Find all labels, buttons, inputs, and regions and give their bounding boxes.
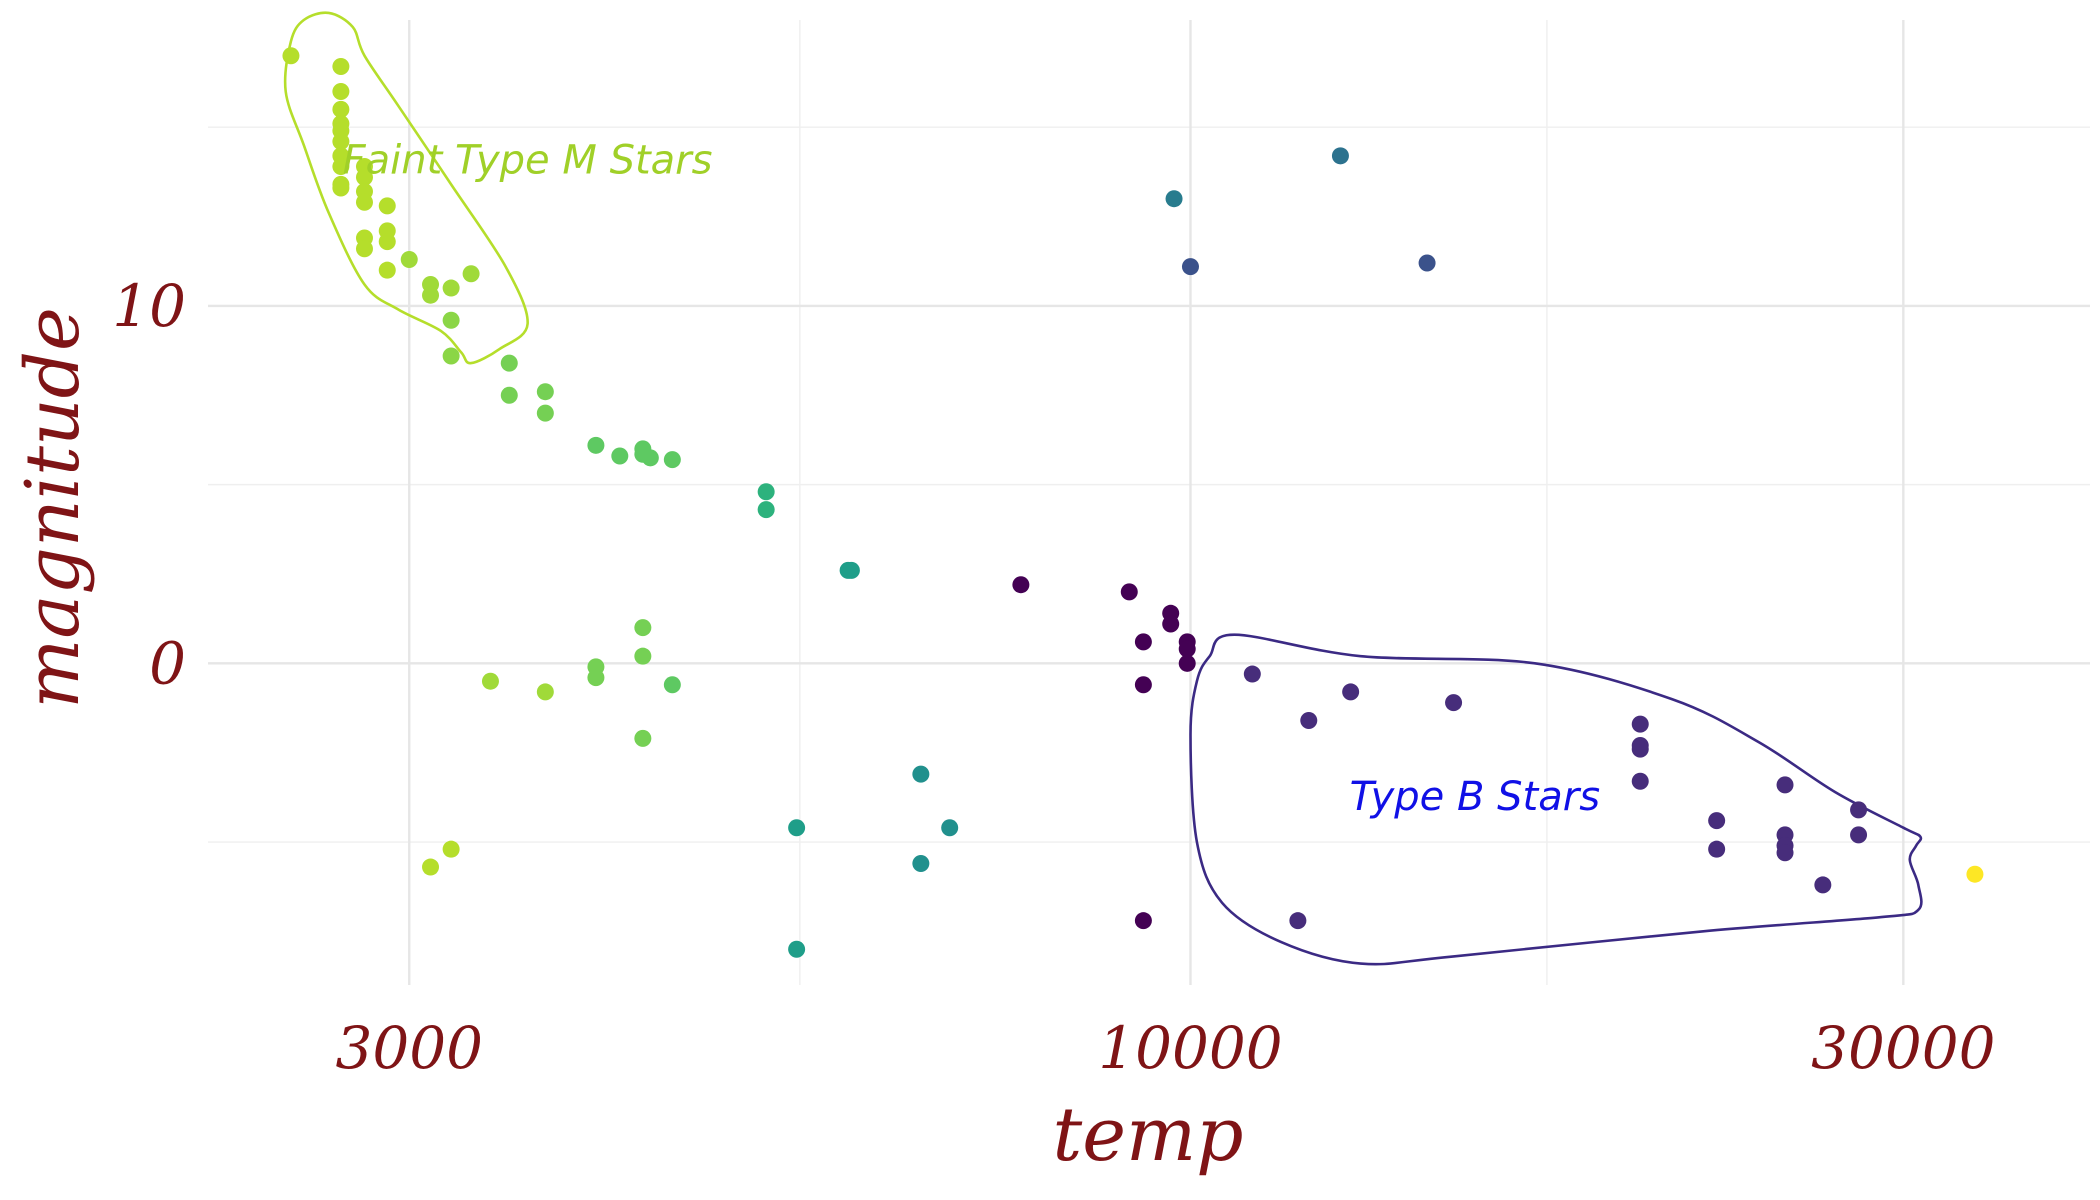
data-point — [332, 133, 350, 151]
data-point — [587, 436, 605, 454]
annotation-outlines — [283, 11, 1923, 966]
data-point — [1776, 776, 1794, 794]
data-point — [641, 449, 659, 467]
data-point — [282, 47, 300, 65]
annotation-label: Faint Type M Stars — [343, 138, 713, 184]
annotation-label: Type B Stars — [1350, 774, 1600, 820]
data-point — [587, 669, 605, 687]
data-point — [1134, 676, 1152, 694]
data-point — [378, 233, 396, 251]
grid-lines — [208, 20, 2090, 985]
data-point — [332, 158, 350, 176]
data-point — [1289, 912, 1307, 930]
data-point — [634, 619, 652, 637]
data-point — [1708, 840, 1726, 858]
data-point — [332, 100, 350, 118]
y-axis-title: magnitude — [10, 307, 96, 709]
data-point — [1631, 772, 1649, 790]
data-point — [442, 279, 460, 297]
data-point — [634, 647, 652, 665]
data-point — [1165, 190, 1183, 208]
y-tick-label: 10 — [112, 272, 186, 340]
data-point — [1966, 865, 1984, 883]
data-point — [634, 729, 652, 747]
data-point — [941, 819, 959, 837]
data-point — [757, 483, 775, 501]
x-tick-label: 10000 — [1098, 1014, 1283, 1082]
data-point — [1300, 712, 1318, 730]
y-tick-label: 0 — [149, 629, 186, 697]
data-point — [1181, 258, 1199, 276]
x-axis-ticks: 3000 10000 30000 — [335, 1014, 1995, 1082]
data-point — [442, 840, 460, 858]
data-point — [355, 193, 373, 211]
y-axis-ticks: 0 10 — [112, 272, 186, 697]
data-point — [481, 672, 499, 690]
data-point — [1776, 844, 1794, 862]
data-point — [663, 676, 681, 694]
data-point — [757, 501, 775, 519]
annotation-outline — [283, 11, 529, 365]
data-point — [1631, 715, 1649, 733]
data-point — [1012, 576, 1030, 594]
data-point — [536, 383, 554, 401]
data-point — [332, 57, 350, 75]
data-point — [1631, 740, 1649, 758]
data-point — [422, 858, 440, 876]
data-point — [663, 451, 681, 469]
data-point — [1162, 615, 1180, 633]
data-point — [1418, 254, 1436, 272]
data-point — [1445, 694, 1463, 712]
data-point — [1120, 583, 1138, 601]
data-point — [1243, 665, 1261, 683]
data-point — [611, 447, 629, 465]
data-point — [355, 240, 373, 258]
data-point — [442, 311, 460, 329]
data-point — [332, 82, 350, 100]
data-point — [500, 386, 518, 404]
data-point — [842, 561, 860, 579]
x-tick-label: 30000 — [1811, 1014, 1996, 1082]
data-point — [500, 354, 518, 372]
annotation-outline — [1189, 633, 1923, 966]
data-point — [536, 404, 554, 422]
x-axis-title: temp — [1052, 1092, 1243, 1178]
data-points — [282, 47, 1984, 958]
data-point — [912, 854, 930, 872]
data-point — [442, 347, 460, 365]
data-point — [422, 286, 440, 304]
data-point — [1134, 633, 1152, 651]
data-point — [378, 261, 396, 279]
data-point — [788, 940, 806, 958]
data-point — [536, 683, 554, 701]
data-point — [355, 168, 373, 186]
data-point — [788, 819, 806, 837]
annotation-labels: Faint Type M Stars Type B Stars — [343, 138, 1600, 820]
data-point — [1850, 826, 1868, 844]
data-point — [1342, 683, 1360, 701]
x-tick-label: 3000 — [335, 1014, 483, 1082]
data-point — [1850, 801, 1868, 819]
data-point — [378, 197, 396, 215]
data-point — [1178, 654, 1196, 672]
data-point — [400, 250, 418, 268]
data-point — [1178, 640, 1196, 658]
data-point — [912, 765, 930, 783]
data-point — [1708, 812, 1726, 830]
data-point — [1331, 147, 1349, 165]
data-point — [332, 179, 350, 197]
data-point — [462, 265, 480, 283]
data-point — [1134, 912, 1152, 930]
data-point — [1814, 876, 1832, 894]
